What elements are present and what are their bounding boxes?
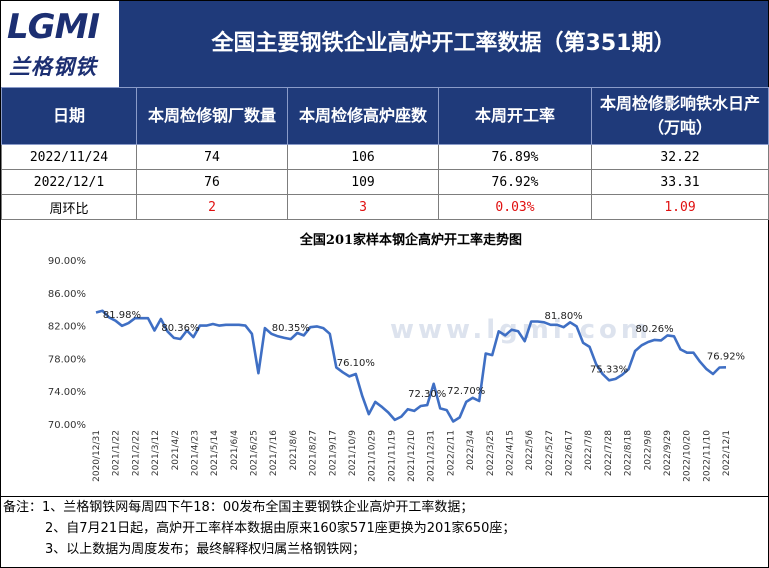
title-band: 全国主要钢铁企业高炉开工率数据（第351期）	[119, 1, 768, 87]
y-tick-label: 74.00%	[48, 387, 86, 398]
x-tick-label: 2022/5/6	[525, 430, 535, 471]
data-label: 72.30%	[408, 389, 446, 400]
data-label: 80.35%	[272, 323, 310, 334]
x-tick-label: 2022/3/25	[486, 430, 496, 476]
x-tick-label: 2021/4/2	[171, 430, 181, 470]
table-row-week-change: 周环比 2 3 0.03% 1.09	[1, 194, 769, 220]
x-tick-label: 2021/7/16	[269, 430, 279, 476]
note-line: 3、以上数据为周度发布；最终解释权归属兰格钢铁网；	[45, 542, 366, 557]
table-cell: 2022/12/1	[1, 169, 137, 195]
table-header-row: 日期 本周检修钢厂数量 本周检修高炉座数 本周开工率 本周检修影响铁水日产（万吨…	[1, 87, 769, 145]
y-tick-label: 86.00%	[48, 289, 86, 300]
x-tick-label: 2022/5/27	[545, 430, 555, 476]
column-header: 本周检修钢厂数量	[136, 87, 288, 145]
notes: 备注：1、兰格钢铁网每周四下午18：00发布全国主要钢铁企业高炉开工率数据； 2…	[1, 496, 768, 568]
y-tick-label: 78.00%	[48, 354, 86, 365]
y-tick-label: 82.00%	[48, 322, 86, 333]
table-cell: 2	[136, 194, 288, 220]
data-label: 81.80%	[545, 311, 583, 322]
data-label: 76.10%	[337, 358, 375, 369]
logo-mark: LGMI	[7, 7, 100, 47]
x-tick-label: 2022/3/4	[466, 430, 476, 471]
x-tick-label: 2021/4/23	[190, 430, 200, 476]
header: LGMI 兰格钢铁 全国主要钢铁企业高炉开工率数据（第351期）	[1, 1, 768, 87]
x-tick-label: 2021/10/9	[348, 430, 358, 476]
x-tick-label: 2022/11/10	[702, 430, 712, 482]
table-cell: 109	[287, 169, 439, 195]
line-chart: 全国201家样本钢企高炉开工率走势图 www.lgmi.com 70.00% 74.0…	[48, 232, 745, 482]
x-tick-label: 2022/10/20	[683, 430, 693, 482]
data-label: 80.26%	[635, 324, 673, 335]
table-cell: 76.89%	[438, 144, 592, 170]
table-cell: 74	[136, 144, 288, 170]
x-tick-label: 2021/1/22	[112, 430, 122, 476]
x-tick-label: 2022/9/29	[663, 430, 673, 476]
note-line: 备注：1、兰格钢铁网每周四下午18：00发布全国主要钢铁企业高炉开工率数据；	[3, 500, 474, 515]
x-tick-label: 2021/5/14	[210, 430, 220, 476]
x-tick-label: 2022/7/28	[604, 430, 614, 476]
data-label: 76.92%	[707, 351, 745, 362]
series-line	[95, 309, 727, 423]
table-row: 2022/12/1 76 109 76.92% 33.31	[1, 169, 769, 195]
x-tick-label: 2021/9/17	[328, 430, 338, 476]
column-header: 日期	[1, 87, 137, 145]
data-label: 81.98%	[103, 310, 141, 321]
x-tick-label: 2021/8/6	[289, 430, 299, 471]
x-tick-label: 2021/2/22	[131, 430, 141, 476]
data-label: 72.70%	[447, 386, 485, 397]
page-title: 全国主要钢铁企业高炉开工率数据（第351期）	[211, 31, 676, 56]
y-tick-label: 90.00%	[48, 256, 86, 267]
x-tick-label: 2020/12/31	[92, 430, 102, 482]
data-table: 日期 本周检修钢厂数量 本周检修高炉座数 本周开工率 本周检修影响铁水日产（万吨…	[1, 87, 769, 220]
chart-watermark: www.lgmi.com	[390, 315, 652, 345]
data-label: 80.36%	[161, 323, 199, 334]
table-cell: 33.31	[591, 169, 769, 195]
table-cell: 1.09	[591, 194, 769, 220]
x-tick-label: 2021/12/10	[407, 430, 417, 482]
x-tick-label: 2021/3/12	[151, 430, 161, 476]
column-header: 本周检修影响铁水日产（万吨）	[591, 87, 769, 145]
x-tick-label: 2022/8/18	[624, 430, 634, 476]
x-tick-label: 2021/12/31	[427, 430, 437, 482]
table-cell: 32.22	[591, 144, 769, 170]
logo-chinese-name: 兰格钢铁	[9, 54, 97, 79]
column-header: 本周开工率	[438, 87, 592, 145]
data-label: 75.33%	[590, 364, 628, 375]
chart-area: 全国201家样本钢企高炉开工率走势图 www.lgmi.com 70.00% 74.0…	[1, 218, 768, 496]
x-tick-label: 2022/4/15	[505, 430, 515, 476]
x-tick-label: 2022/9/8	[643, 430, 653, 471]
table-cell: 76.92%	[438, 169, 592, 195]
x-tick-label: 2022/2/11	[446, 430, 456, 476]
x-tick-label: 2021/11/19	[387, 430, 397, 482]
table-cell: 2022/11/24	[1, 144, 137, 170]
table-cell: 106	[287, 144, 439, 170]
x-tick-label: 2022/7/8	[584, 430, 594, 471]
table-cell: 76	[136, 169, 288, 195]
note-line: 2、自7月21日起，高炉开工率样本数据由原来160家571座更换为201家650…	[45, 521, 516, 536]
lgmi-logo: LGMI 兰格钢铁	[7, 7, 117, 83]
table-cell: 3	[287, 194, 439, 220]
table-cell: 0.03%	[438, 194, 592, 220]
x-tick-label: 2021/10/29	[368, 430, 378, 482]
chart-title: 全国201家样本钢企高炉开工率走势图	[299, 232, 522, 248]
x-tick-label: 2022/12/1	[722, 430, 732, 476]
column-header: 本周检修高炉座数	[287, 87, 439, 145]
table-cell: 周环比	[1, 194, 137, 220]
y-tick-label: 70.00%	[48, 420, 86, 431]
table-row: 2022/11/24 74 106 76.89% 32.22	[1, 144, 769, 170]
x-tick-label: 2022/6/17	[565, 430, 575, 476]
x-tick-label: 2021/6/4	[230, 430, 240, 471]
x-tick-label: 2021/6/25	[250, 430, 260, 476]
x-tick-label: 2021/8/27	[309, 430, 319, 476]
